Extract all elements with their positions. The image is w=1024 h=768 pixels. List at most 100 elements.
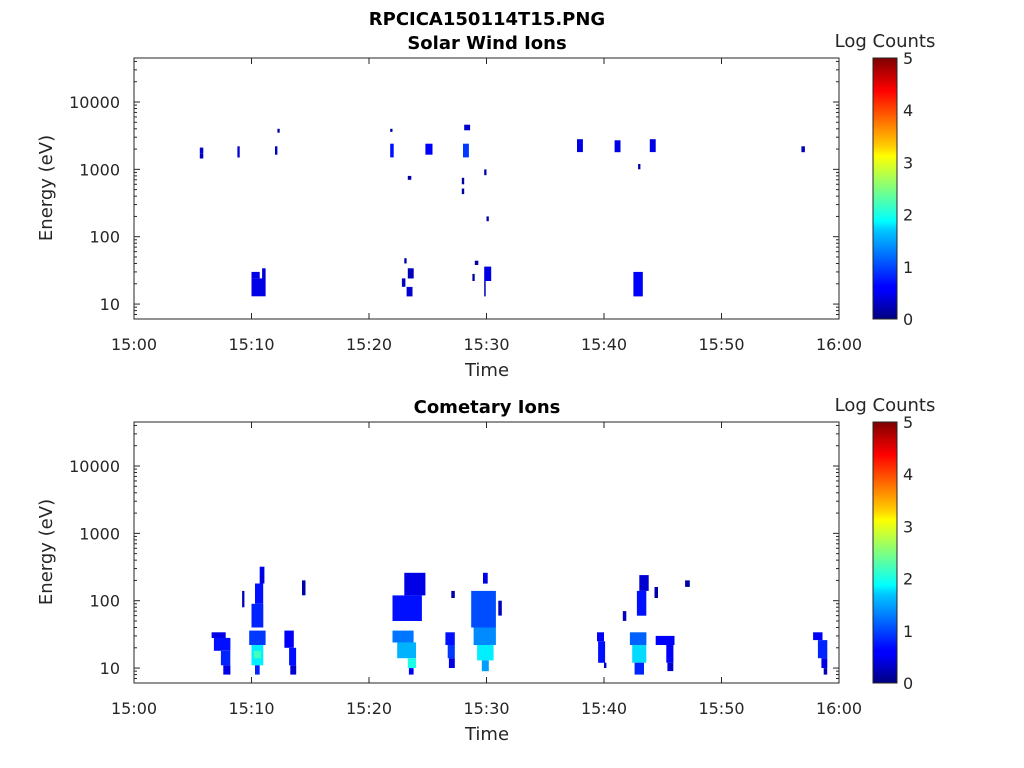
heatmap-cell [408,668,414,675]
heatmap-cell [498,600,502,616]
axis-ticks: 15:00 15:10 15:20 15:30 15:40 15:50 16:00 10 100… [69,58,862,354]
colorbar-tick-label: 2 [903,570,913,589]
heatmap-cell [275,146,278,155]
y-tick-label: 100 [89,592,120,611]
heatmap-cell [255,583,264,604]
heatmap-cell [484,169,487,176]
heatmap-cell [484,281,486,297]
heatmap-cell [461,188,465,195]
x-tick-label: 15:00 [111,699,157,718]
heatmap-cell [632,645,647,663]
y-tick-label: 100 [89,228,120,247]
x-tick-label: 16:00 [816,699,862,718]
heatmap-cell [447,645,455,659]
heatmap-cell [199,147,204,154]
x-tick-label: 15:40 [581,699,627,718]
colorbar-tick-label: 2 [903,206,913,225]
heatmap-cell [223,665,231,675]
panel-cometary: Cometary Ions 15:00 15:10 15:20 15:30 15:40 1… [36,395,935,745]
heatmap-cell [577,139,583,153]
colorbar-tick-label: 1 [903,258,913,277]
heatmap-cell [473,627,496,645]
heatmap-cell [404,572,426,596]
x-tick-label: 15:50 [698,699,744,718]
panel-title: Cometary Ions [414,397,561,418]
y-tick-label: 10 [100,295,120,314]
heatmap-cell [477,645,494,661]
heatmap-cell [639,575,649,591]
heatmap-cell [277,128,280,133]
plot-frame [133,57,840,320]
colorbar-tick-label: 5 [903,49,913,68]
colorbar [872,421,898,684]
heatmap-cell [213,637,231,651]
panel-solar-wind: Solar Wind Ions 15:00 15:10 15:20 15:30 15:4… [36,31,935,381]
y-axis-label: Energy (eV) [36,499,57,605]
heatmap-cell [253,650,261,659]
x-tick-label: 15:20 [346,335,392,354]
colorbar-tick-label: 5 [903,413,913,432]
heatmap-cell [801,146,805,153]
figure-title: RPCICA150114T15.PNG [369,9,605,30]
heatmap-cell [255,665,260,675]
y-tick-label: 1000 [79,160,120,179]
heatmap-cell [451,590,455,598]
x-tick-label: 15:30 [463,699,509,718]
colorbar-label: Log Counts [835,395,936,416]
heatmap-cell [407,175,412,180]
x-tick-label: 15:00 [111,335,157,354]
heatmap-cell [483,572,488,584]
heatmap-cell [654,587,658,598]
heatmap-cell [666,645,674,663]
heatmap-cell [685,580,690,587]
y-tick-label: 1000 [79,524,120,543]
axis-ticks: 15:00 15:10 15:20 15:30 15:40 15:50 16:00 10 100… [69,422,862,718]
colorbar-label: Log Counts [835,31,936,52]
heatmap-cell [289,647,297,666]
colorbar-tick-label: 0 [903,310,913,329]
heatmap-cell [290,665,297,675]
heatmap-cell [406,286,413,297]
heatmap-cell [251,271,260,279]
heatmap-cell [401,278,406,287]
heatmap-cell [425,143,433,155]
heatmap-cell [211,632,226,638]
heatmap-cell [407,268,414,279]
x-tick-label: 16:00 [816,335,862,354]
heatmap-cell [667,662,674,672]
heatmap-cell [199,153,204,159]
colorbar-tick-label: 1 [903,622,913,641]
plot-frame [133,421,840,684]
x-tick-label: 15:50 [698,335,744,354]
x-tick-label: 15:20 [346,699,392,718]
heatmap-cell [629,632,647,645]
heatmap-cell [302,580,306,596]
heatmap-cell [461,177,465,185]
colorbar-tick-label: 4 [903,465,913,484]
x-axis-label: Time [464,724,509,745]
x-tick-label: 15:10 [228,699,274,718]
heatmap-cell [598,641,606,663]
heatmap-cell [259,566,265,584]
heatmap-cell [220,650,231,666]
colorbar-tick-label: 4 [903,101,913,120]
heatmap-cell [249,630,266,645]
heatmap-cell [464,124,471,131]
heatmap-cell [404,258,407,264]
heatmap-cell [262,268,266,279]
x-tick-label: 15:40 [581,335,627,354]
heatmap-cell [445,632,455,645]
colorbar-ticks: 0 1 2 3 4 5 [903,413,913,693]
heatmap-cell [284,630,294,648]
heatmap-cell [813,632,823,641]
heatmap-cell [390,143,394,158]
heatmap-cell [486,216,489,222]
heatmap-cell [237,146,240,158]
heatmap-cell [484,266,492,281]
heatmap-cell [251,278,266,297]
heatmap-cell [823,668,828,675]
colorbar-tick-label: 0 [903,674,913,693]
heatmap-cell [397,642,416,659]
heatmap-cell [242,590,245,608]
